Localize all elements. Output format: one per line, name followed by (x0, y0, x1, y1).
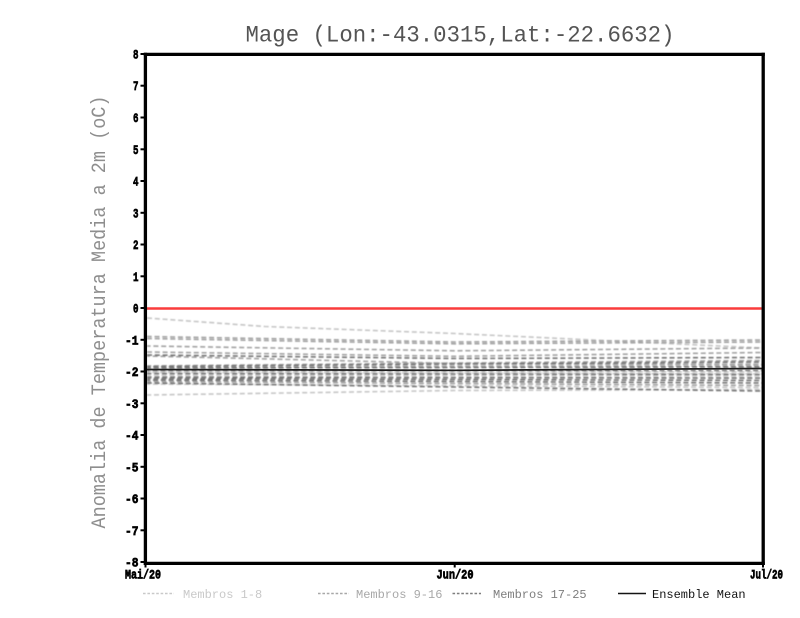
svg-text:Membros 17-25: Membros 17-25 (493, 588, 587, 602)
svg-text:Jun/20: Jun/20 (437, 567, 474, 582)
svg-text:-7: -7 (125, 524, 139, 539)
svg-text:-5: -5 (125, 460, 139, 475)
svg-text:Ensemble Mean: Ensemble Mean (652, 588, 746, 602)
svg-text:-8: -8 (125, 556, 139, 571)
svg-text:-1: -1 (125, 333, 139, 348)
svg-text:-6: -6 (125, 492, 139, 507)
svg-text:5: 5 (133, 143, 139, 158)
svg-text:8: 8 (133, 48, 139, 63)
svg-text:1: 1 (133, 270, 139, 285)
svg-text:Membros 1-8: Membros 1-8 (183, 588, 262, 602)
svg-text:0: 0 (133, 302, 139, 317)
svg-text:6: 6 (133, 111, 139, 126)
svg-text:-2: -2 (125, 365, 139, 380)
svg-text:2: 2 (133, 238, 139, 253)
svg-text:Jul/20: Jul/20 (750, 567, 783, 582)
svg-text:7: 7 (133, 79, 139, 94)
svg-text:-4: -4 (125, 429, 139, 444)
svg-text:3: 3 (133, 206, 139, 221)
svg-text:Anomalia de Temperatura Media: Anomalia de Temperatura Media a 2m (oC) (89, 96, 112, 529)
svg-text:Mai/20: Mai/20 (125, 567, 161, 582)
svg-text:4: 4 (133, 175, 139, 190)
svg-text:Mage (Lon:-43.0315,Lat:-22.663: Mage (Lon:-43.0315,Lat:-22.6632) (246, 23, 675, 50)
svg-text:Membros 9-16: Membros 9-16 (356, 588, 442, 602)
svg-text:-3: -3 (125, 397, 139, 412)
